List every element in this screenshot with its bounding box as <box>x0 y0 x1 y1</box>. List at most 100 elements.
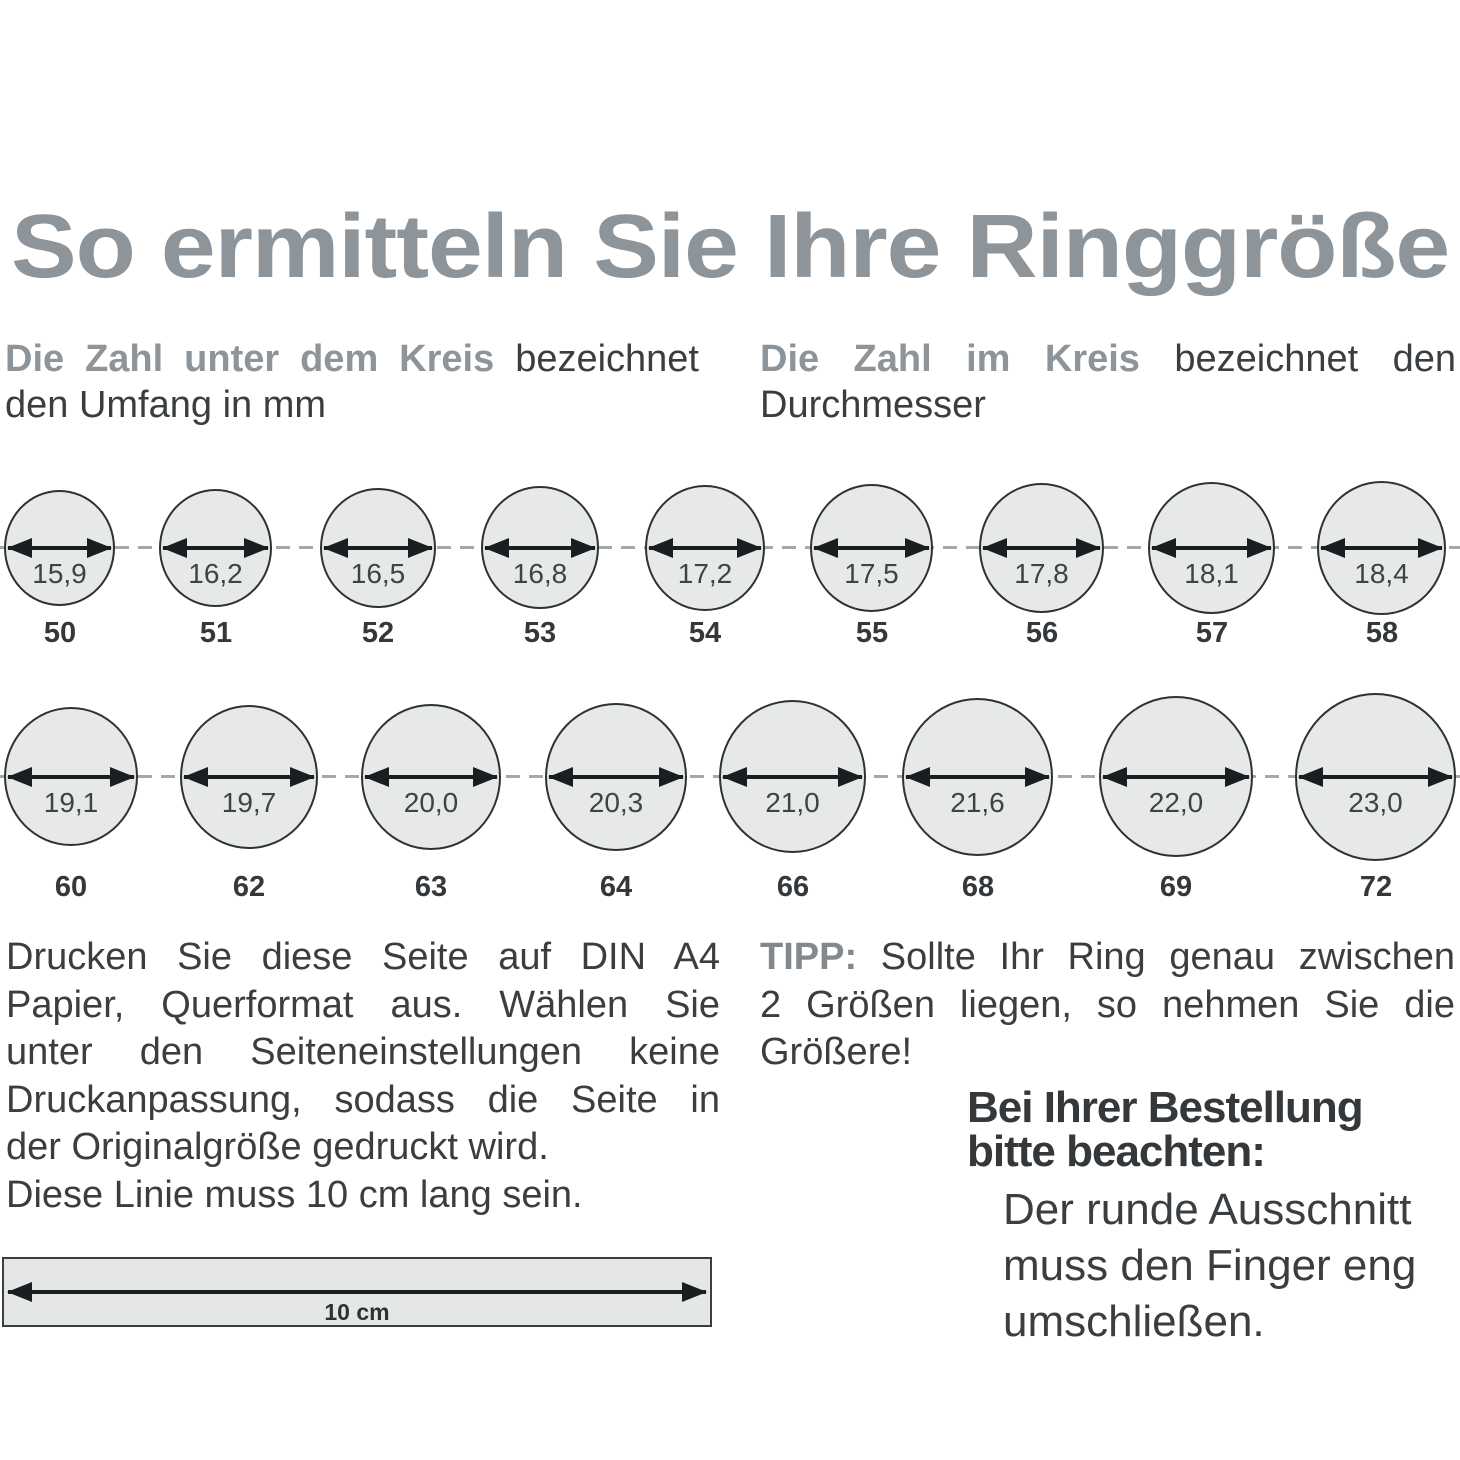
diameter-value: 16,5 <box>350 558 406 589</box>
ten-cm-ruler: 10 cm <box>2 1257 712 1327</box>
ring-circle-64: 20,3 <box>545 703 687 851</box>
ring-circle-69: 22,0 <box>1099 696 1253 857</box>
ring-circle-63: 20,0 <box>361 704 501 850</box>
tip-line1: TIPP: Sollte Ihr Ring genau zwischen <box>760 934 1455 982</box>
ruler-instruction-line: Diese Linie muss 10 cm lang sein. <box>6 1173 583 1216</box>
size-label-62: 62 <box>232 871 266 903</box>
print-instructions: Drucken Sie diese Seite auf DIN A4 Papie… <box>6 934 720 1219</box>
diameter-value: 23,0 <box>1348 787 1403 818</box>
diameter-value: 15,9 <box>32 558 87 589</box>
subtitle-left-line2: den Umfang in mm <box>5 384 327 426</box>
ring-circle-51: 16,2 <box>159 489 272 607</box>
ring-circle-62: 19,7 <box>180 705 318 849</box>
size-label-60: 60 <box>54 871 88 903</box>
diameter-arrow <box>1152 546 1271 550</box>
page-title-svg: So ermitteln Sie Ihre Ringgröße <box>11 197 1450 297</box>
subtitle-left-line1: Die Zahl unter dem Kreis bezeichnet <box>5 336 699 382</box>
diameter-value: 20,3 <box>588 787 644 818</box>
diameter-arrow <box>814 546 929 550</box>
subtitle-right: Die Zahl im Kreis bezeichnet den Durchme… <box>760 336 1456 428</box>
diameter-arrow <box>1299 775 1452 779</box>
ring-circle-54: 17,2 <box>645 485 765 611</box>
ring-circle-55: 17,5 <box>810 484 933 612</box>
subtitle-left-bold: Die Zahl unter dem Kreis <box>5 338 495 380</box>
tip-line1-rest: Sollte Ihr Ring genau zwischen <box>880 936 1455 978</box>
diameter-value: 17,5 <box>844 558 899 589</box>
diameter-arrow <box>723 774 862 779</box>
ring-circle-57: 18,1 <box>1148 482 1275 614</box>
diameter-arrow <box>365 775 497 779</box>
diameter-arrow <box>906 775 1049 779</box>
ring-circle-68: 21,6 <box>902 698 1053 856</box>
order-note-body-line3: umschließen. <box>1003 1297 1265 1346</box>
diameter-arrow <box>324 546 432 550</box>
order-note-body: Der runde Ausschnitt muss den Finger eng… <box>1003 1182 1453 1350</box>
size-label-69: 69 <box>1159 871 1193 903</box>
print-instructions-line: Papier, Querformat aus. Wählen Sie <box>6 983 720 1026</box>
size-label-56: 56 <box>1025 617 1059 649</box>
diameter-value: 19,7 <box>221 787 277 818</box>
ring-circle-58: 18,4 <box>1317 481 1446 615</box>
page-title: So ermitteln Sie Ihre Ringgröße <box>11 197 1449 297</box>
ruler-arrow <box>8 1290 706 1294</box>
diameter-value: 16,8 <box>512 557 568 589</box>
size-label-54: 54 <box>688 617 722 649</box>
print-instructions-line: unter den Seiteneinstellungen keine <box>6 1031 720 1073</box>
size-label-68: 68 <box>961 871 995 903</box>
ring-circle-52: 16,5 <box>320 488 436 608</box>
diameter-value: 18,1 <box>1184 558 1239 589</box>
size-label-66: 66 <box>776 871 810 903</box>
ring-circle-66: 21,0 <box>719 700 866 853</box>
ring-circle-56: 17,8 <box>979 483 1104 613</box>
diameter-arrow <box>983 546 1100 550</box>
size-label-72: 72 <box>1359 871 1393 903</box>
size-label-52: 52 <box>361 617 395 649</box>
diameter-value: 16,2 <box>188 558 243 589</box>
diameter-arrow <box>163 546 268 550</box>
order-note-heading-line2: bitte beachten: <box>967 1127 1266 1176</box>
subtitle-left: Die Zahl unter dem Kreis bezeichnet den … <box>5 336 699 428</box>
tip-line3: Größere! <box>760 1031 913 1073</box>
order-note-body-line2: muss den Finger eng <box>1003 1241 1417 1290</box>
diameter-arrow <box>649 546 761 550</box>
diameter-value: 22,0 <box>1148 786 1204 818</box>
subtitle-right-line2: Durchmesser <box>760 384 986 426</box>
tip-line2: 2 Größen liegen, so nehmen Sie die <box>760 983 1455 1026</box>
ring-circle-50: 15,9 <box>4 490 115 606</box>
ring-circle-60: 19,1 <box>4 707 138 846</box>
subtitle-right-line1: Die Zahl im Kreis bezeichnet den <box>760 336 1456 382</box>
subtitle-right-bold: Die Zahl im Kreis <box>760 338 1140 380</box>
tip-label: TIPP: <box>760 936 858 978</box>
subtitle-left-rest: bezeichnet <box>515 338 699 380</box>
diameter-arrow <box>184 775 314 779</box>
tip-note: TIPP: Sollte Ihr Ring genau zwischen 2 G… <box>760 934 1455 1077</box>
diameter-value: 21,0 <box>765 786 820 818</box>
size-label-64: 64 <box>599 871 633 903</box>
diameter-value: 21,6 <box>950 787 1005 818</box>
diameter-arrow <box>549 775 683 779</box>
ring-circle-53: 16,8 <box>481 486 599 609</box>
diameter-value: 19,1 <box>43 786 99 818</box>
size-label-55: 55 <box>855 617 889 649</box>
diameter-arrow <box>1321 546 1442 550</box>
size-label-53: 53 <box>523 617 557 649</box>
size-label-51: 51 <box>199 617 233 649</box>
diameter-value: 17,2 <box>677 558 733 589</box>
subtitle-right-rest: bezeichnet den <box>1174 338 1457 380</box>
print-instructions-line: der Originalgröße gedruckt wird. <box>6 1126 549 1168</box>
diameter-value: 20,0 <box>403 787 459 818</box>
size-label-58: 58 <box>1365 617 1399 649</box>
diameter-arrow <box>8 774 134 779</box>
diameter-arrow <box>8 546 111 550</box>
diameter-arrow <box>1103 774 1249 779</box>
ruler-label: 10 cm <box>324 1299 390 1325</box>
print-instructions-line: Drucken Sie diese Seite auf DIN A4 <box>6 936 720 978</box>
order-note-body-line1: Der runde Ausschnitt <box>1003 1185 1412 1234</box>
ring-circle-72: 23,0 <box>1295 693 1456 861</box>
diameter-arrow <box>485 545 595 550</box>
print-instructions-line: Druckanpassung, sodass die Seite in <box>6 1078 720 1121</box>
order-note-heading: Bei Ihrer Bestellung bitte beachten: <box>967 1086 1437 1174</box>
diameter-value: 17,8 <box>1014 558 1069 589</box>
order-note-heading-line1: Bei Ihrer Bestellung <box>967 1083 1364 1132</box>
